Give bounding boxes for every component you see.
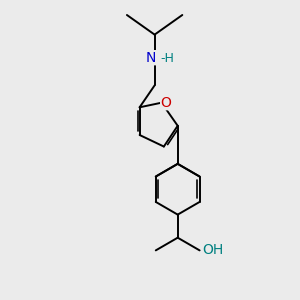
Text: -H: -H xyxy=(160,52,174,65)
Text: OH: OH xyxy=(202,243,223,257)
Text: N: N xyxy=(146,51,156,65)
Text: O: O xyxy=(161,96,172,110)
